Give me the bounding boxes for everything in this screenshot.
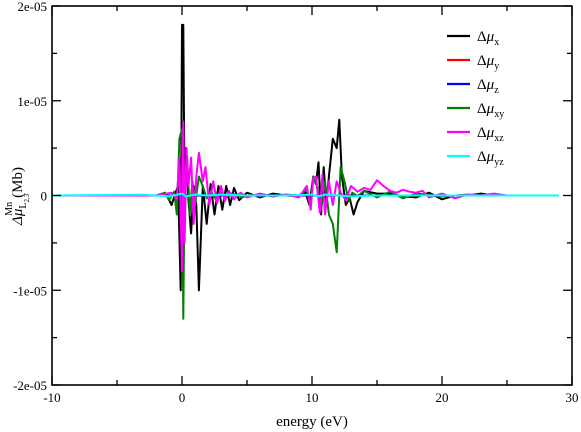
- x-tick-label: 0: [179, 390, 186, 405]
- legend-label-yz: Δμyz: [477, 149, 504, 168]
- series-line-yz: [51, 192, 559, 198]
- y-tick-label: -1e-05: [13, 283, 47, 298]
- x-tick-label: 30: [566, 390, 579, 405]
- y-tick-label: 0: [41, 189, 48, 204]
- legend-label-y: Δμy: [477, 53, 499, 72]
- y-tick-label: -2e-05: [13, 378, 47, 393]
- y-axis-label-prefix: Δμ: [10, 208, 26, 226]
- x-axis-label: energy (eV): [276, 414, 348, 430]
- svg-text:ΔμL2,3Mn(Mb): ΔμL2,3 Mn (Mb): [4, 167, 31, 226]
- legend-label-z: Δμz: [477, 77, 499, 96]
- axis-ticks: [51, 5, 573, 386]
- legend-label-xy: Δμxy: [477, 101, 504, 120]
- y-tick-label: 1e-05: [17, 94, 47, 109]
- series-lines: [51, 23, 559, 320]
- legend-label-xz: Δμxz: [477, 125, 504, 144]
- x-tick-label: 20: [436, 390, 449, 405]
- axis-tick-labels: -10 0 10 20 30 -2e-05 -1e-05 0 1e-05 2e-05: [13, 0, 578, 405]
- y-tick-label: 2e-05: [17, 0, 47, 14]
- legend-label-x: Δμx: [477, 29, 499, 48]
- y-axis-label-sub: L: [18, 203, 29, 209]
- y-axis-label-unit: (Mb): [10, 167, 26, 198]
- y-axis-label-sup: Mn: [4, 202, 15, 216]
- x-tick-label: 10: [306, 390, 319, 405]
- y-axis-label: ΔμL2,3 Mn (Mb): [4, 167, 31, 226]
- legend: Δμx Δμy Δμz Δμxy Δμxz Δμyz: [447, 29, 504, 168]
- series-line-xz: [52, 120, 559, 273]
- x-tick-label: -10: [43, 390, 60, 405]
- y-axis-label-subsub: 2,3: [23, 193, 31, 202]
